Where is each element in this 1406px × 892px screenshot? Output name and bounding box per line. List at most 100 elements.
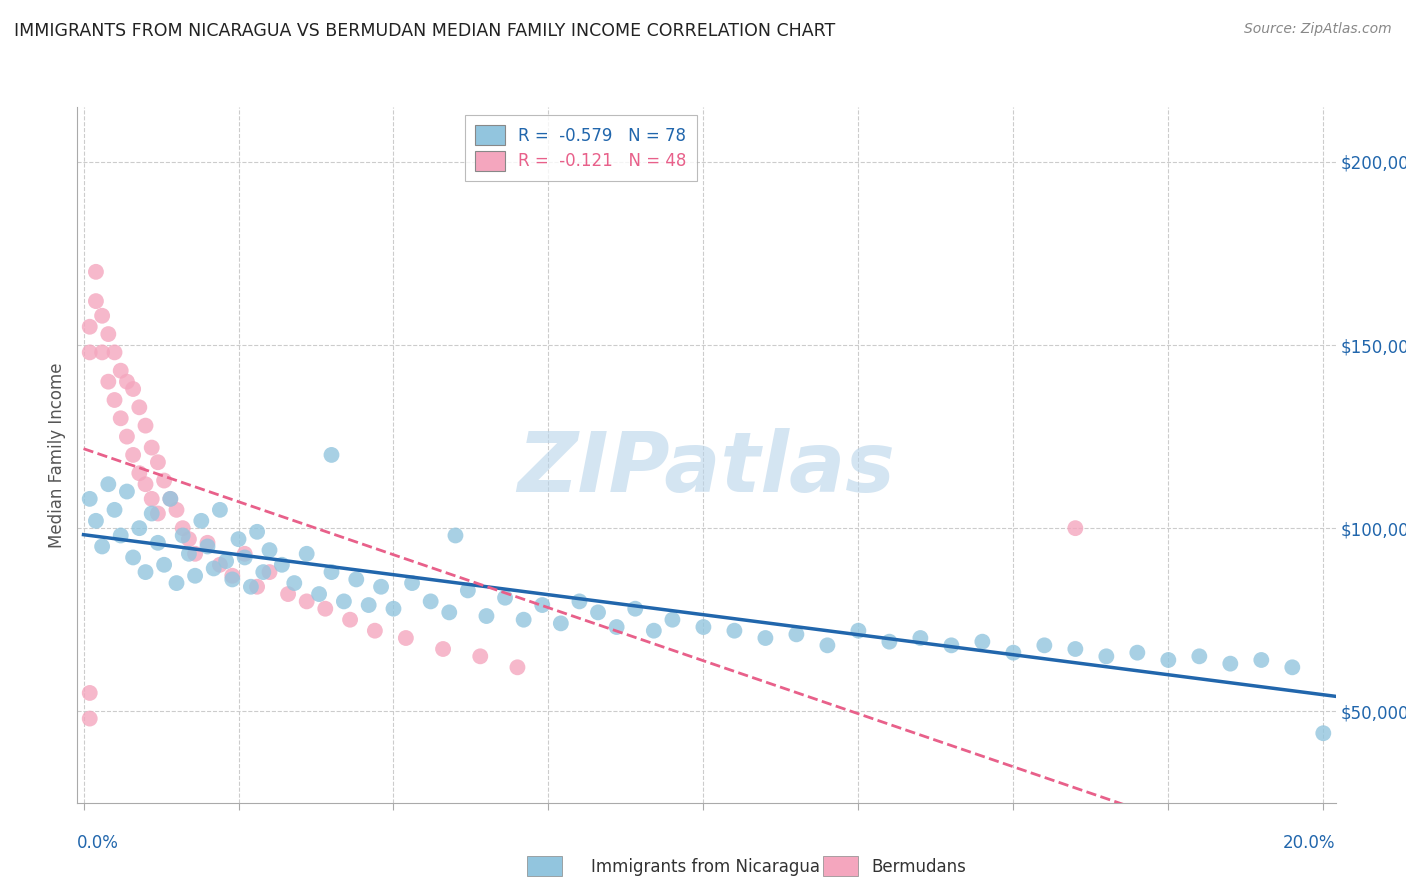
Point: [259, 543, 281, 558]
Point: [103, 392, 125, 407]
Point: [512, 613, 534, 627]
Point: [115, 375, 138, 389]
Point: [333, 594, 356, 608]
Point: [166, 576, 188, 591]
Point: [110, 364, 132, 378]
Point: [470, 649, 492, 664]
Point: [370, 580, 392, 594]
Point: [1002, 646, 1025, 660]
Point: [395, 631, 418, 645]
Point: [1312, 726, 1334, 740]
Text: ZIPatlas: ZIPatlas: [517, 428, 896, 509]
Text: Immigrants from Nicaragua: Immigrants from Nicaragua: [591, 858, 820, 876]
Point: [692, 620, 714, 634]
Point: [146, 455, 169, 469]
Point: [785, 627, 807, 641]
Point: [1033, 638, 1056, 652]
Point: [270, 558, 292, 572]
Point: [815, 638, 838, 652]
Point: [531, 598, 554, 612]
Point: [1188, 649, 1211, 664]
Point: [1064, 521, 1087, 535]
Point: [233, 550, 256, 565]
Point: [308, 587, 330, 601]
Text: IMMIGRANTS FROM NICARAGUA VS BERMUDAN MEDIAN FAMILY INCOME CORRELATION CHART: IMMIGRANTS FROM NICARAGUA VS BERMUDAN ME…: [14, 22, 835, 40]
Point: [159, 491, 181, 506]
Point: [1157, 653, 1180, 667]
Point: [754, 631, 776, 645]
Point: [401, 576, 423, 591]
Point: [1095, 649, 1118, 664]
Point: [723, 624, 745, 638]
Point: [172, 521, 194, 535]
Point: [177, 547, 200, 561]
Point: [879, 634, 901, 648]
Point: [153, 558, 176, 572]
Point: [475, 609, 498, 624]
Point: [202, 561, 225, 575]
Y-axis label: Median Family Income: Median Family Income: [48, 362, 66, 548]
Point: [1219, 657, 1241, 671]
Point: [624, 601, 647, 615]
Point: [159, 491, 181, 506]
Point: [141, 491, 163, 506]
Point: [246, 524, 269, 539]
Text: 20.0%: 20.0%: [1284, 834, 1336, 852]
Point: [166, 503, 188, 517]
Point: [439, 606, 461, 620]
Text: 0.0%: 0.0%: [77, 834, 120, 852]
Point: [661, 613, 683, 627]
Point: [91, 540, 114, 554]
Point: [177, 532, 200, 546]
Point: [848, 624, 870, 638]
Point: [283, 576, 305, 591]
Point: [115, 484, 138, 499]
Point: [321, 565, 343, 579]
Point: [97, 477, 120, 491]
Point: [79, 686, 101, 700]
Point: [357, 598, 380, 612]
Point: [1281, 660, 1303, 674]
Point: [84, 294, 107, 309]
Point: [103, 503, 125, 517]
Point: [457, 583, 479, 598]
Point: [146, 507, 169, 521]
Point: [239, 580, 262, 594]
Point: [295, 594, 318, 608]
Point: [97, 327, 120, 342]
Point: [382, 601, 405, 615]
Point: [141, 441, 163, 455]
Point: [190, 514, 212, 528]
Point: [252, 565, 274, 579]
Point: [972, 634, 994, 648]
Point: [506, 660, 529, 674]
Point: [141, 507, 163, 521]
Point: [321, 448, 343, 462]
Point: [494, 591, 516, 605]
Point: [246, 580, 269, 594]
Point: [79, 712, 101, 726]
Text: Source: ZipAtlas.com: Source: ZipAtlas.com: [1244, 22, 1392, 37]
Point: [134, 565, 156, 579]
Point: [208, 503, 231, 517]
Point: [91, 309, 114, 323]
Point: [122, 448, 145, 462]
Point: [197, 536, 219, 550]
Point: [215, 554, 238, 568]
Point: [97, 375, 120, 389]
Point: [208, 558, 231, 572]
Point: [228, 532, 250, 546]
Point: [643, 624, 665, 638]
Point: [277, 587, 299, 601]
Point: [110, 528, 132, 542]
Point: [606, 620, 628, 634]
Point: [419, 594, 441, 608]
Point: [1126, 646, 1149, 660]
Point: [432, 642, 454, 657]
Point: [146, 536, 169, 550]
Point: [79, 491, 101, 506]
Point: [568, 594, 591, 608]
Point: [339, 613, 361, 627]
Point: [115, 429, 138, 443]
Point: [233, 547, 256, 561]
